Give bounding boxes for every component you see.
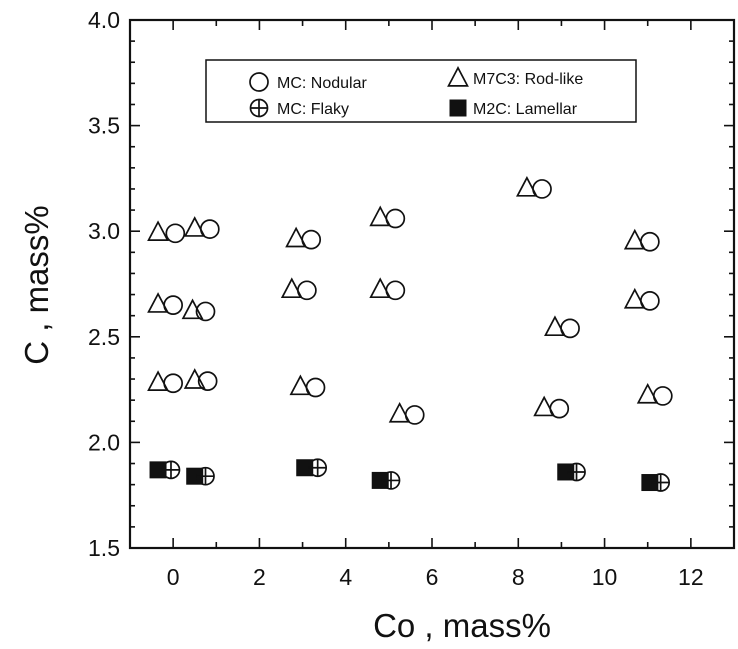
point-m7c3-rodlike-14	[289, 374, 312, 396]
point-mc-flaky-3	[381, 471, 401, 490]
point-mc-nodular-5	[640, 231, 660, 252]
point-mc-nodular-14	[305, 377, 326, 398]
plot-frame	[128, 18, 736, 550]
point-m7c3-rodlike-10	[544, 315, 566, 337]
point-m7c3-rodlike-11	[623, 287, 646, 309]
point-mc-nodular-0	[165, 223, 186, 244]
legend-label-m2c-lamellar: M2C: Lamellar	[473, 101, 578, 118]
legend: MC: Nodular MC: Flaky M7C3: Rod-like M2C…	[205, 59, 637, 123]
point-mc-flaky-2	[308, 458, 328, 478]
x-tick-label: 4	[339, 564, 352, 590]
point-mc-nodular-15	[404, 405, 425, 425]
point-m7c3-rodlike-8	[280, 277, 303, 299]
point-mc-nodular-10	[560, 318, 580, 339]
x-tick-label: 10	[592, 564, 618, 590]
y-tick-label: 4.0	[88, 7, 120, 33]
legend-label-mc-nodular: MC: Nodular	[277, 75, 367, 92]
point-mc-nodular-8	[297, 280, 317, 301]
point-m7c3-rodlike-3	[369, 205, 392, 227]
point-mc-nodular-3	[385, 208, 406, 229]
y-tick-label: 2.0	[88, 429, 120, 455]
legend-marker-triangle-icon	[447, 66, 469, 87]
point-m7c3-rodlike-2	[285, 226, 308, 248]
point-mc-nodular-17	[652, 386, 673, 406]
y-axis-label: C , mass%	[18, 205, 55, 365]
point-m7c3-rodlike-17	[636, 382, 659, 404]
legend-marks	[249, 66, 469, 118]
point-m7c3-rodlike-5	[623, 228, 646, 250]
point-mc-flaky-5	[651, 473, 671, 492]
point-m7c3-rodlike-4	[516, 175, 538, 197]
point-m7c3-rodlike-13	[183, 368, 206, 389]
point-m7c3-rodlike-15	[388, 401, 411, 423]
point-mc-nodular-7	[195, 301, 216, 322]
legend-marker-circle-plus-icon	[249, 98, 269, 118]
legend-box	[205, 59, 637, 123]
point-mc-nodular-4	[532, 179, 552, 199]
point-mc-nodular-1	[199, 219, 220, 239]
point-mc-nodular-9	[385, 280, 406, 301]
data-marks	[147, 175, 673, 492]
point-mc-nodular-12	[163, 373, 183, 394]
x-tick-labels: 0 2 4 6 8 10 12	[167, 564, 704, 590]
legend-marker-square-icon	[449, 99, 467, 117]
y-tick-label: 2.5	[88, 324, 120, 350]
y-tick-label: 3.0	[88, 218, 120, 244]
legend-marker-circle-icon	[249, 72, 269, 92]
point-mc-flaky-1	[196, 466, 215, 486]
point-mc-flaky-4	[567, 462, 586, 482]
legend-label-m7c3-rodlike: M7C3: Rod-like	[473, 71, 583, 88]
point-mc-nodular-16	[549, 398, 570, 419]
point-m7c3-rodlike-7	[181, 298, 204, 320]
x-tick-label: 12	[678, 564, 704, 590]
point-m7c3-rodlike-9	[369, 277, 392, 299]
x-tick-label: 6	[426, 564, 439, 590]
point-mc-nodular-13	[197, 371, 218, 392]
x-tick-label: 8	[512, 564, 525, 590]
x-tick-label: 0	[167, 564, 180, 590]
point-m7c3-rodlike-6	[147, 292, 169, 313]
point-mc-nodular-2	[301, 229, 322, 250]
x-axis-label: Co , mass%	[373, 607, 551, 644]
y-tick-label: 1.5	[88, 535, 120, 561]
y-tick-label: 3.5	[88, 113, 120, 139]
point-m7c3-rodlike-0	[147, 220, 169, 242]
y-tick-labels: 1.5 2.0 2.5 3.0 3.5 4.0	[88, 7, 120, 561]
point-m7c3-rodlike-1	[183, 216, 206, 237]
point-m7c3-rodlike-16	[533, 395, 556, 417]
point-mc-flaky-0	[161, 460, 181, 480]
point-mc-nodular-11	[640, 291, 660, 311]
point-mc-nodular-6	[163, 295, 183, 315]
x-tick-label: 2	[253, 564, 266, 590]
point-m7c3-rodlike-12	[147, 370, 169, 391]
legend-label-mc-flaky: MC: Flaky	[277, 101, 349, 118]
